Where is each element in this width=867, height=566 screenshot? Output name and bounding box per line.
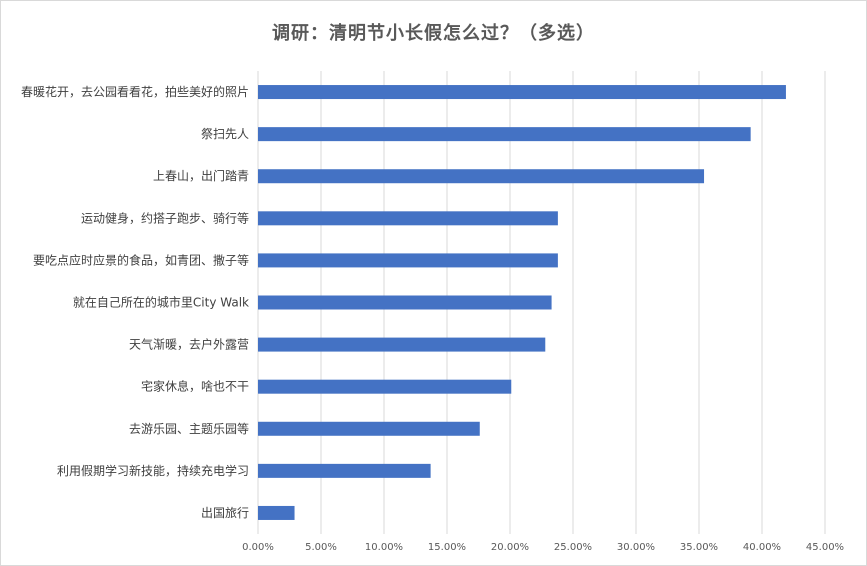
category-label-8: 去游乐园、主题乐园等	[129, 422, 249, 436]
category-label-4: 要吃点应时应景的食品，如青团、撒子等	[33, 252, 249, 267]
category-label-9: 利用假期学习新技能，持续充电学习	[57, 463, 249, 478]
x-tick-label: 45.00%	[806, 542, 844, 553]
x-tick-label: 10.00%	[365, 542, 403, 553]
x-tick-label: 35.00%	[680, 542, 718, 553]
x-tick-label: 15.00%	[428, 542, 466, 553]
bar-8	[258, 421, 480, 436]
bar-6	[258, 337, 546, 352]
category-label-7: 宅家休息，啥也不干	[141, 379, 249, 394]
bar-0	[258, 85, 786, 100]
x-tick-label: 5.00%	[305, 542, 337, 553]
bar-10	[258, 505, 295, 520]
category-label-2: 上春山，出门踏青	[153, 168, 249, 183]
category-label-0: 春暖花开，去公园看看花，拍些美好的照片	[21, 84, 249, 99]
category-label-5: 就在自己所在的城市里City Walk	[73, 295, 249, 310]
chart-title: 调研：清明节小长假怎么过？（多选）	[272, 23, 595, 44]
bar-7	[258, 379, 512, 394]
x-tick-label: 25.00%	[554, 542, 592, 553]
bar-2	[258, 169, 705, 184]
x-tick-label: 0.00%	[242, 542, 274, 553]
bar-5	[258, 295, 552, 310]
category-label-6: 天气渐暖，去户外露营	[129, 337, 249, 352]
category-label-3: 运动健身，约搭子跑步、骑行等	[81, 210, 249, 225]
category-label-1: 祭扫先人	[201, 127, 249, 141]
bar-1	[258, 127, 751, 142]
x-tick-label: 20.00%	[491, 542, 529, 553]
bar-9	[258, 463, 431, 478]
bar-4	[258, 253, 558, 268]
x-tick-label: 30.00%	[617, 542, 655, 553]
bar-3	[258, 211, 558, 226]
x-tick-label: 40.00%	[743, 542, 781, 553]
category-label-10: 出国旅行	[201, 506, 249, 520]
